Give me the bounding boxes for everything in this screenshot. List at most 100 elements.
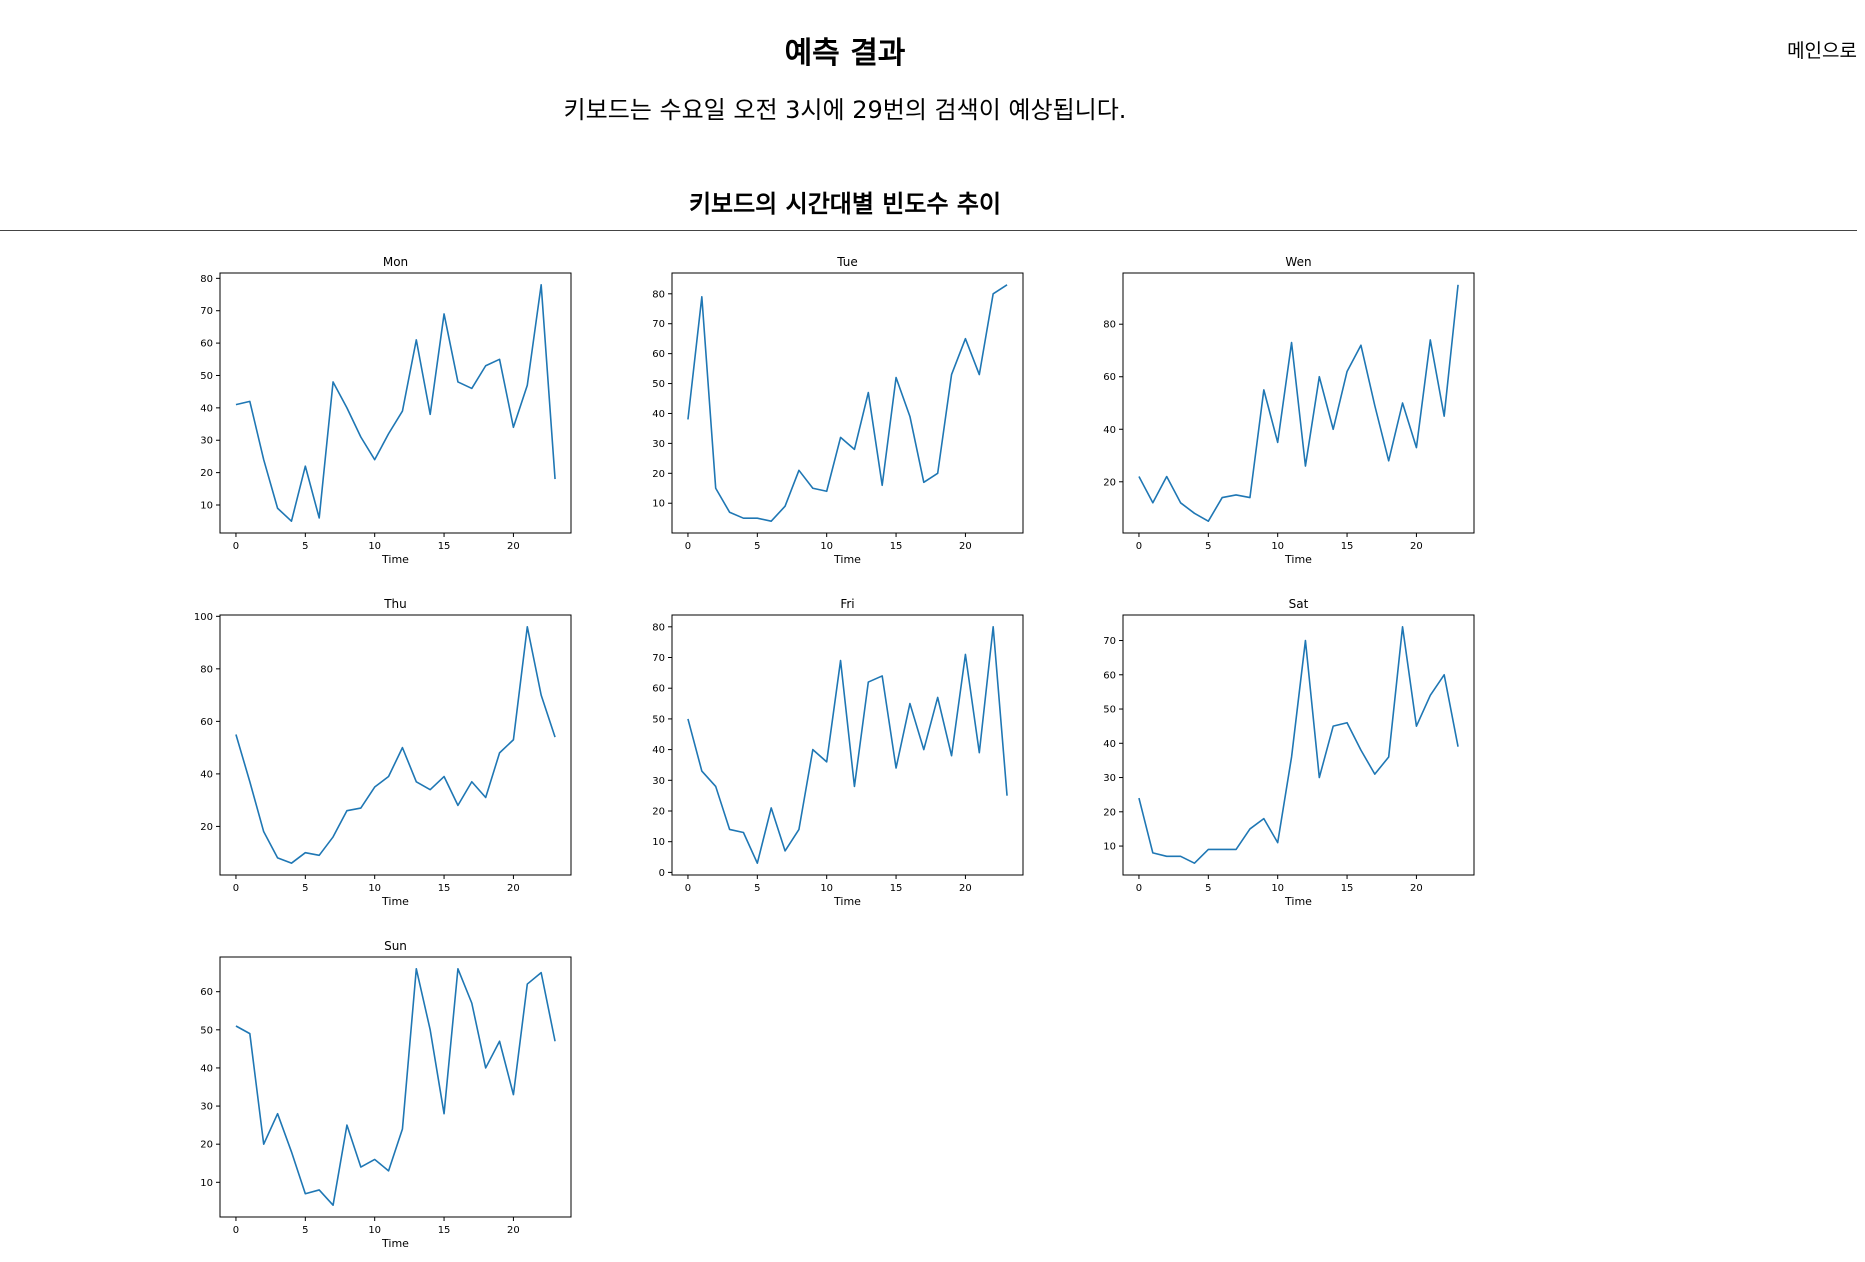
x-tick-label: 20 xyxy=(959,541,972,552)
data-point xyxy=(235,403,237,405)
data-point xyxy=(1152,502,1154,504)
y-tick-label: 80 xyxy=(652,622,665,633)
y-tick-label: 20 xyxy=(200,1140,213,1151)
data-point xyxy=(443,313,445,315)
data-point xyxy=(1443,674,1445,676)
chart-sun: Sun 0 5 10 15 20 10 20 30 40 50 60 Time xyxy=(200,939,572,1250)
series-line xyxy=(687,284,1008,522)
data-point xyxy=(1276,841,1278,843)
y-tick-label: 100 xyxy=(194,612,213,623)
y-tick-label: 30 xyxy=(652,776,665,787)
y-tick-label: 10 xyxy=(200,1178,213,1189)
x-tick-label: 0 xyxy=(1136,541,1142,552)
data-point xyxy=(798,469,800,471)
chart-thu: Thu 0 5 10 15 20 20 40 60 80 100 Time xyxy=(194,597,572,908)
data-point xyxy=(964,337,966,339)
data-point xyxy=(1249,828,1251,830)
data-point xyxy=(471,387,473,389)
x-axis-label: Time xyxy=(833,895,861,908)
y-tick-label: 80 xyxy=(200,274,213,285)
x-tick-label: 20 xyxy=(507,883,520,894)
data-point xyxy=(249,781,251,783)
data-point xyxy=(235,733,237,735)
x-tick-label: 15 xyxy=(438,541,451,552)
subplot-title: Sat xyxy=(1289,597,1309,611)
data-point xyxy=(457,968,459,970)
data-point xyxy=(1387,756,1389,758)
data-point xyxy=(290,1151,292,1153)
data-point xyxy=(1443,415,1445,417)
y-tick-label: 80 xyxy=(1103,320,1116,331)
y-tick-label: 20 xyxy=(1103,477,1116,488)
y-tick-label: 20 xyxy=(200,822,213,833)
data-point xyxy=(415,968,417,970)
chart-wen: Wen 0 5 10 15 20 20 40 60 80 Time xyxy=(1103,255,1475,566)
y-tick-label: 50 xyxy=(1103,705,1116,716)
data-point xyxy=(415,781,417,783)
x-tick-label: 5 xyxy=(302,883,308,894)
y-tick-label: 30 xyxy=(200,1102,213,1113)
y-tick-label: 70 xyxy=(652,319,665,330)
data-point xyxy=(373,1158,375,1160)
data-point xyxy=(1457,746,1459,748)
data-point xyxy=(554,478,556,480)
data-point xyxy=(895,767,897,769)
data-point xyxy=(235,1025,237,1027)
data-point xyxy=(1235,494,1237,496)
y-tick-label: 20 xyxy=(1103,807,1116,818)
data-point xyxy=(992,293,994,295)
data-point xyxy=(909,415,911,417)
data-point xyxy=(1429,339,1431,341)
chart-tue: Tue 0 5 10 15 20 10 20 30 40 50 60 70 80 Time xyxy=(652,255,1024,566)
data-point xyxy=(1374,404,1376,406)
x-tick-label: 5 xyxy=(302,1225,308,1236)
data-point xyxy=(457,804,459,806)
data-point xyxy=(373,458,375,460)
x-tick-label: 20 xyxy=(507,541,520,552)
x-tick-label: 20 xyxy=(1410,541,1423,552)
data-point xyxy=(498,752,500,754)
plot-frame xyxy=(1122,272,1475,534)
data-point xyxy=(923,748,925,750)
data-point xyxy=(825,490,827,492)
data-point xyxy=(360,1166,362,1168)
data-point xyxy=(484,796,486,798)
data-point xyxy=(839,436,841,438)
data-point xyxy=(909,702,911,704)
y-tick-label: 10 xyxy=(1103,842,1116,853)
data-point xyxy=(290,520,292,522)
data-point xyxy=(415,339,417,341)
data-point xyxy=(332,381,334,383)
y-tick-label: 40 xyxy=(200,403,213,414)
x-tick-label: 10 xyxy=(368,1225,381,1236)
data-point xyxy=(373,786,375,788)
data-point xyxy=(526,983,528,985)
data-point xyxy=(498,358,500,360)
y-tick-label: 60 xyxy=(652,684,665,695)
data-point xyxy=(881,675,883,677)
data-point xyxy=(1360,749,1362,751)
series-line xyxy=(235,284,556,522)
data-point xyxy=(1166,855,1168,857)
data-point xyxy=(290,862,292,864)
data-point xyxy=(346,407,348,409)
data-point xyxy=(1166,475,1168,477)
y-tick-label: 80 xyxy=(200,664,213,675)
x-tick-label: 15 xyxy=(890,883,903,894)
data-point xyxy=(360,807,362,809)
data-point xyxy=(978,751,980,753)
data-point xyxy=(429,1029,431,1031)
data-point xyxy=(812,487,814,489)
series-line xyxy=(1138,626,1459,864)
main-page-link[interactable]: 메인으로 xyxy=(1787,40,1857,62)
data-point xyxy=(304,1193,306,1195)
data-point xyxy=(1415,446,1417,448)
data-point xyxy=(1006,794,1008,796)
data-point xyxy=(715,785,717,787)
data-point xyxy=(1387,460,1389,462)
data-point xyxy=(263,830,265,832)
data-point xyxy=(276,857,278,859)
x-tick-label: 15 xyxy=(1341,541,1354,552)
x-tick-label: 15 xyxy=(438,883,451,894)
data-point xyxy=(1304,639,1306,641)
